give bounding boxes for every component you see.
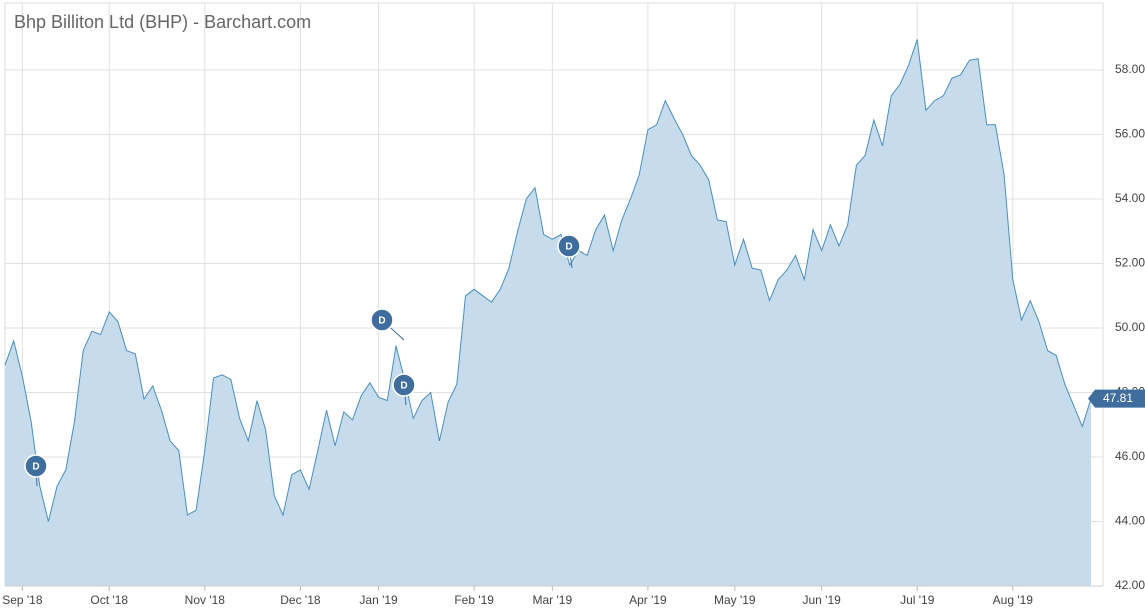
dividend-marker (370, 308, 394, 332)
x-tick-label: Aug '19 (993, 593, 1034, 607)
x-tick-label: Nov '18 (185, 593, 226, 607)
y-tick-label: 54.00 (1115, 191, 1145, 205)
y-tick-label: 44.00 (1115, 514, 1145, 528)
dividend-marker (392, 373, 416, 397)
dividend-marker (557, 234, 581, 258)
y-tick-label: 50.00 (1115, 320, 1145, 334)
x-tick-label: Jan '19 (359, 593, 398, 607)
x-tick-label: Jun '19 (803, 593, 842, 607)
x-tick-label: Feb '19 (454, 593, 494, 607)
y-tick-label: 42.00 (1115, 578, 1145, 592)
y-tick-label: 58.00 (1115, 62, 1145, 76)
last-price-label: 47.81 (1103, 391, 1133, 405)
x-tick-label: Sep '18 (2, 593, 43, 607)
area (5, 39, 1091, 586)
x-tick-label: Jul '19 (900, 593, 935, 607)
last-price-badge (1088, 389, 1145, 408)
y-tick-label: 52.00 (1115, 256, 1145, 270)
x-tick-label: Oct '18 (90, 593, 128, 607)
x-tick-label: May '19 (714, 593, 756, 607)
dividend-label: D (400, 381, 407, 392)
y-tick-label: 46.00 (1115, 449, 1145, 463)
price-line (4, 39, 1092, 522)
chart-title: Bhp Billiton Ltd (BHP) - Barchart.com (14, 12, 311, 32)
x-tick-label: Mar '19 (533, 593, 573, 607)
x-tick-label: Dec '18 (280, 593, 321, 607)
dividend-marker (24, 454, 48, 478)
dividend-label: D (32, 462, 39, 473)
y-tick-label: 56.00 (1115, 127, 1145, 141)
dividend-label: D (378, 316, 385, 327)
x-tick-label: Apr '19 (629, 593, 667, 607)
dividend-label: D (565, 242, 572, 253)
